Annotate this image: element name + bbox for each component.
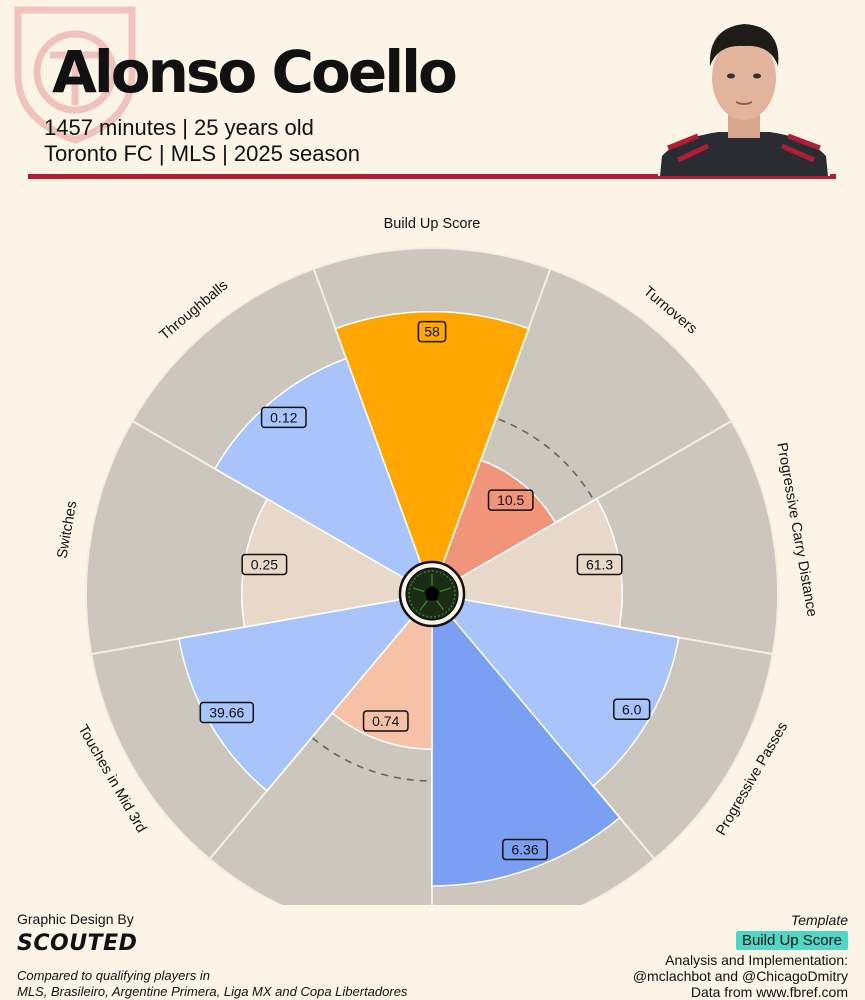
svg-text:58: 58 (424, 324, 440, 340)
svg-text:6.36: 6.36 (511, 842, 538, 858)
club-logo-watermark (14, 6, 136, 144)
category-label: Build Up Score (384, 216, 481, 232)
value-label: 10.5 (487, 489, 534, 511)
value-label: 39.66 (199, 701, 255, 724)
comparison-note-line1: Compared to qualifying players in (17, 968, 210, 983)
soccer-ball-icon (398, 560, 466, 628)
player-minutes-age: 1457 minutes | 25 years old (44, 115, 314, 140)
value-label: 58 (417, 320, 447, 343)
value-label: 6.36 (502, 838, 548, 861)
value-label: 0.74 (362, 710, 409, 732)
comparison-note-line2: MLS, Brasileiro, Argentine Primera, Liga… (17, 984, 408, 999)
category-label: Progressive Carry Distance (773, 441, 819, 618)
svg-text:61.3: 61.3 (586, 556, 613, 572)
svg-text:0.12: 0.12 (270, 409, 297, 425)
category-label: Switches (55, 500, 81, 560)
value-wedge (331, 591, 433, 750)
design-credit-label: Graphic Design By (17, 911, 134, 927)
value-wedge (334, 310, 530, 597)
player-name: Alonso Coello (52, 38, 458, 106)
header-divider (28, 174, 836, 179)
value-wedges (178, 310, 680, 887)
scouted-logo: SCOUTED (17, 931, 138, 956)
svg-text:39.66: 39.66 (209, 704, 244, 720)
value-label: 6.0 (613, 698, 651, 721)
player-headshot (658, 10, 830, 176)
svg-text:6.0: 6.0 (622, 701, 642, 717)
credit-line2: @mclachbot and @ChicagoDmitry (632, 968, 848, 984)
radar-chart: 58 10.5 61.3 6.0 6.36 0.74 39.66 0.25 0.12 Build… (55, 216, 820, 905)
value-label: 0.12 (260, 406, 307, 429)
template-label: Template (790, 912, 848, 928)
svg-text:0.25: 0.25 (251, 556, 278, 572)
value-labels: 58 10.5 61.3 6.0 6.36 0.74 39.66 0.25 0.12 (199, 320, 651, 861)
svg-text:0.74: 0.74 (372, 713, 399, 729)
player-team-season: Toronto FC | MLS | 2025 season (44, 141, 360, 166)
value-label: 61.3 (576, 553, 623, 576)
credit-line3: Data from www.fbref.com (690, 984, 848, 1000)
credit-line1: Analysis and Implementation: (665, 952, 848, 968)
template-badge: Build Up Score (735, 931, 848, 950)
value-label: 0.25 (241, 553, 288, 576)
value-wedge (431, 591, 621, 887)
svg-text:10.5: 10.5 (497, 492, 524, 508)
